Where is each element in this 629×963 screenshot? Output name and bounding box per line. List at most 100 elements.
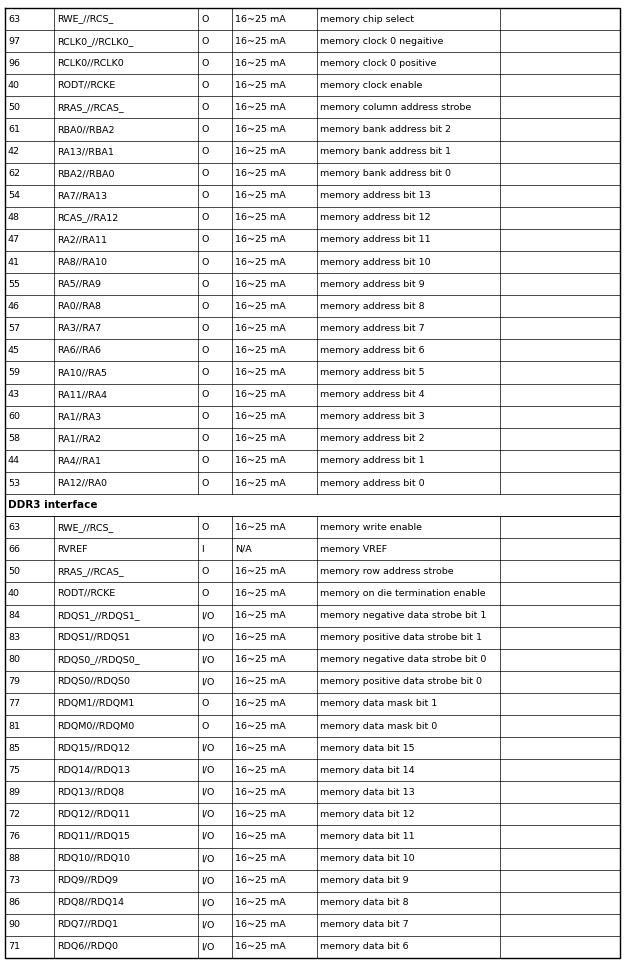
Text: RVREF: RVREF xyxy=(57,545,87,554)
Text: O: O xyxy=(201,479,208,487)
Text: O: O xyxy=(201,523,208,532)
Text: 16~25 mA: 16~25 mA xyxy=(235,346,286,355)
Text: RA11//RA4: RA11//RA4 xyxy=(57,390,107,399)
Text: O: O xyxy=(201,434,208,443)
Text: 16~25 mA: 16~25 mA xyxy=(235,898,286,907)
Text: memory VREF: memory VREF xyxy=(320,545,387,554)
Text: 16~25 mA: 16~25 mA xyxy=(235,81,286,90)
Text: RA7//RA13: RA7//RA13 xyxy=(57,192,107,200)
Text: RWE_//RCS_: RWE_//RCS_ xyxy=(57,523,113,532)
Text: RDQM0//RDQM0: RDQM0//RDQM0 xyxy=(57,721,134,731)
Text: 16~25 mA: 16~25 mA xyxy=(235,368,286,377)
Text: RCLK0//RCLK0: RCLK0//RCLK0 xyxy=(57,59,124,67)
Text: memory data bit 14: memory data bit 14 xyxy=(320,766,415,774)
Text: RRAS_//RCAS_: RRAS_//RCAS_ xyxy=(57,567,124,576)
Text: 16~25 mA: 16~25 mA xyxy=(235,192,286,200)
Text: 16~25 mA: 16~25 mA xyxy=(235,479,286,487)
Text: 86: 86 xyxy=(8,898,20,907)
Text: I/O: I/O xyxy=(201,876,214,885)
Text: 16~25 mA: 16~25 mA xyxy=(235,943,286,951)
Text: RODT//RCKE: RODT//RCKE xyxy=(57,81,115,90)
Text: I: I xyxy=(201,545,204,554)
Text: 16~25 mA: 16~25 mA xyxy=(235,390,286,399)
Text: 43: 43 xyxy=(8,390,20,399)
Text: 50: 50 xyxy=(8,103,20,112)
Text: memory address bit 1: memory address bit 1 xyxy=(320,456,425,465)
Text: 73: 73 xyxy=(8,876,20,885)
Text: 61: 61 xyxy=(8,125,20,134)
Text: RBA2//RBA0: RBA2//RBA0 xyxy=(57,169,114,178)
Text: I/O: I/O xyxy=(201,921,214,929)
Text: 54: 54 xyxy=(8,192,20,200)
Text: 16~25 mA: 16~25 mA xyxy=(235,612,286,620)
Text: I/O: I/O xyxy=(201,766,214,774)
Text: RODT//RCKE: RODT//RCKE xyxy=(57,589,115,598)
Text: 83: 83 xyxy=(8,633,20,642)
Text: 16~25 mA: 16~25 mA xyxy=(235,169,286,178)
Text: RRAS_//RCAS_: RRAS_//RCAS_ xyxy=(57,103,124,112)
Text: 16~25 mA: 16~25 mA xyxy=(235,633,286,642)
Text: memory bank address bit 2: memory bank address bit 2 xyxy=(320,125,451,134)
Text: O: O xyxy=(201,346,208,355)
Text: 16~25 mA: 16~25 mA xyxy=(235,876,286,885)
Text: memory address bit 3: memory address bit 3 xyxy=(320,412,425,421)
Text: 16~25 mA: 16~25 mA xyxy=(235,214,286,222)
Text: I/O: I/O xyxy=(201,743,214,753)
Text: 16~25 mA: 16~25 mA xyxy=(235,301,286,311)
Text: 46: 46 xyxy=(8,301,20,311)
Text: O: O xyxy=(201,699,208,709)
Text: RDQ15//RDQ12: RDQ15//RDQ12 xyxy=(57,743,130,753)
Text: memory negative data strobe bit 0: memory negative data strobe bit 0 xyxy=(320,655,486,664)
Text: 76: 76 xyxy=(8,832,20,841)
Text: 96: 96 xyxy=(8,59,20,67)
Text: memory data bit 9: memory data bit 9 xyxy=(320,876,409,885)
Text: memory bank address bit 0: memory bank address bit 0 xyxy=(320,169,451,178)
Text: RA5//RA9: RA5//RA9 xyxy=(57,279,101,289)
Text: memory address bit 0: memory address bit 0 xyxy=(320,479,425,487)
Text: 16~25 mA: 16~25 mA xyxy=(235,125,286,134)
Text: 53: 53 xyxy=(8,479,20,487)
Text: 16~25 mA: 16~25 mA xyxy=(235,743,286,753)
Text: 16~25 mA: 16~25 mA xyxy=(235,147,286,156)
Text: 16~25 mA: 16~25 mA xyxy=(235,412,286,421)
Text: RDQ13//RDQ8: RDQ13//RDQ8 xyxy=(57,788,124,796)
Text: RA1//RA2: RA1//RA2 xyxy=(57,434,101,443)
Text: memory write enable: memory write enable xyxy=(320,523,422,532)
Text: memory clock enable: memory clock enable xyxy=(320,81,423,90)
Text: RA4//RA1: RA4//RA1 xyxy=(57,456,101,465)
Text: 97: 97 xyxy=(8,37,20,45)
Text: 16~25 mA: 16~25 mA xyxy=(235,677,286,687)
Text: O: O xyxy=(201,567,208,576)
Text: O: O xyxy=(201,103,208,112)
Text: 41: 41 xyxy=(8,257,20,267)
Text: O: O xyxy=(201,324,208,333)
Text: memory data bit 6: memory data bit 6 xyxy=(320,943,409,951)
Text: memory data bit 13: memory data bit 13 xyxy=(320,788,415,796)
Text: 16~25 mA: 16~25 mA xyxy=(235,59,286,67)
Text: N/A: N/A xyxy=(235,545,252,554)
Text: RDQ7//RDQ1: RDQ7//RDQ1 xyxy=(57,921,118,929)
Text: RA2//RA11: RA2//RA11 xyxy=(57,236,107,245)
Text: memory address bit 11: memory address bit 11 xyxy=(320,236,431,245)
Text: memory data bit 8: memory data bit 8 xyxy=(320,898,409,907)
Text: 47: 47 xyxy=(8,236,20,245)
Text: 16~25 mA: 16~25 mA xyxy=(235,788,286,796)
Text: memory clock 0 negaitive: memory clock 0 negaitive xyxy=(320,37,443,45)
Text: I/O: I/O xyxy=(201,788,214,796)
Text: O: O xyxy=(201,81,208,90)
Text: 40: 40 xyxy=(8,589,20,598)
Text: 63: 63 xyxy=(8,14,20,23)
Text: I/O: I/O xyxy=(201,854,214,863)
Text: RA3//RA7: RA3//RA7 xyxy=(57,324,101,333)
Text: RA10//RA5: RA10//RA5 xyxy=(57,368,107,377)
Text: 58: 58 xyxy=(8,434,20,443)
Text: memory address bit 9: memory address bit 9 xyxy=(320,279,425,289)
Text: 80: 80 xyxy=(8,655,20,664)
Text: RCLK0_//RCLK0_: RCLK0_//RCLK0_ xyxy=(57,37,133,45)
Text: 88: 88 xyxy=(8,854,20,863)
Text: RDQ10//RDQ10: RDQ10//RDQ10 xyxy=(57,854,130,863)
Text: memory address bit 6: memory address bit 6 xyxy=(320,346,425,355)
Text: I/O: I/O xyxy=(201,633,214,642)
Text: memory data mask bit 0: memory data mask bit 0 xyxy=(320,721,437,731)
Text: memory address bit 8: memory address bit 8 xyxy=(320,301,425,311)
